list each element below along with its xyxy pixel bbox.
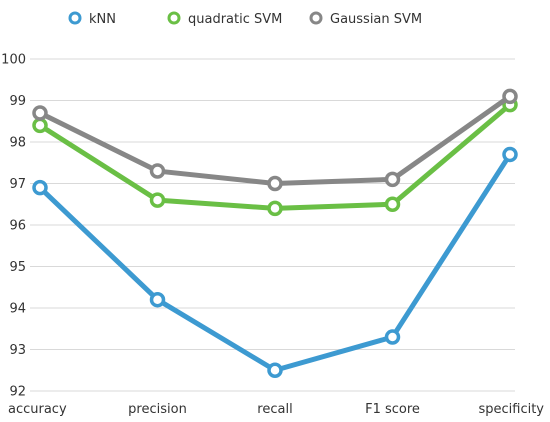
legend-item: kNN bbox=[68, 11, 116, 27]
legend-item: quadratic SVM bbox=[167, 11, 282, 27]
data-point bbox=[149, 163, 166, 179]
legend-marker bbox=[68, 11, 82, 25]
series-gaussian-svm bbox=[32, 88, 518, 192]
data-point bbox=[384, 171, 401, 188]
legend-marker bbox=[309, 11, 323, 25]
data-point bbox=[32, 179, 48, 196]
legend-label: quadratic SVM bbox=[188, 12, 282, 27]
y-tick-label: 98 bbox=[9, 136, 26, 151]
data-point bbox=[384, 196, 401, 212]
data-point bbox=[384, 329, 401, 345]
y-axis: 92 93 94 95 96 97 98 99 100 bbox=[1, 53, 26, 400]
series-knn bbox=[32, 146, 518, 378]
y-tick-label: 99 bbox=[9, 94, 26, 109]
data-point bbox=[502, 146, 518, 163]
data-point bbox=[267, 362, 283, 378]
data-point bbox=[267, 200, 283, 217]
y-tick-label: 97 bbox=[9, 177, 26, 192]
legend-label: Gaussian SVM bbox=[330, 12, 422, 27]
y-tick-label: 92 bbox=[9, 385, 26, 400]
y-tick-label: 100 bbox=[1, 53, 26, 68]
x-tick-label: F1 score bbox=[365, 402, 420, 417]
series-quadratic-svm bbox=[32, 96, 518, 217]
data-point bbox=[502, 88, 518, 105]
series-group bbox=[32, 88, 518, 378]
legend: kNN quadratic SVM Gaussian SVM bbox=[68, 11, 422, 27]
data-point bbox=[149, 192, 166, 208]
legend-label: kNN bbox=[89, 12, 116, 27]
x-tick-label: recall bbox=[257, 402, 292, 417]
x-tick-label: specificity bbox=[478, 402, 544, 417]
data-point bbox=[267, 175, 283, 192]
legend-item: Gaussian SVM bbox=[309, 11, 422, 27]
data-point bbox=[32, 105, 48, 121]
x-tick-label: precision bbox=[128, 402, 187, 417]
data-point bbox=[32, 117, 48, 134]
x-tick-label: accuracy bbox=[8, 402, 67, 417]
x-axis: accuracy precision recall F1 score specifici… bbox=[8, 402, 544, 417]
grid bbox=[30, 58, 515, 392]
y-tick-label: 94 bbox=[9, 302, 26, 317]
y-tick-label: 96 bbox=[9, 219, 26, 234]
legend-marker bbox=[167, 11, 181, 25]
y-tick-label: 95 bbox=[9, 260, 26, 275]
y-tick-label: 93 bbox=[9, 343, 26, 358]
data-point bbox=[149, 291, 166, 308]
series-line bbox=[37, 102, 513, 211]
